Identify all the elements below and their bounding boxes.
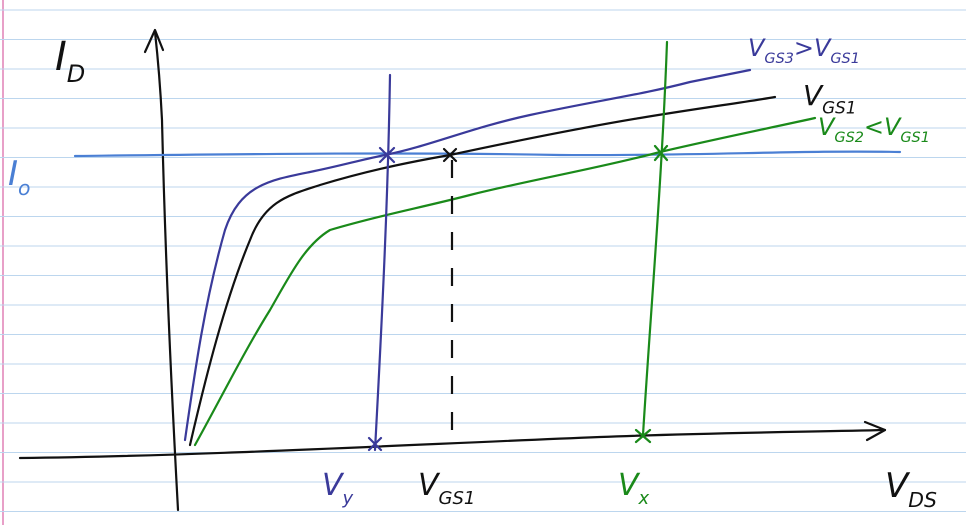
label-vx: Vx bbox=[618, 468, 650, 509]
label-text: I bbox=[8, 154, 18, 194]
label-vy: Vy bbox=[322, 468, 354, 509]
x-axis bbox=[20, 430, 885, 458]
label-subscript: D bbox=[67, 60, 85, 88]
label-vgs3: VGS3>VGS1 bbox=[748, 34, 860, 67]
label-text: V bbox=[748, 34, 766, 62]
label-id: ID bbox=[55, 34, 85, 88]
label-text: V bbox=[885, 466, 911, 506]
label-vgs2: VGS2<VGS1 bbox=[818, 113, 930, 146]
y-arrow bbox=[145, 30, 163, 52]
curve-vgs1 bbox=[190, 97, 775, 445]
label-subscript: o bbox=[18, 176, 30, 200]
label-subscript: GS1 bbox=[830, 51, 859, 67]
label-subscript: GS1 bbox=[439, 488, 476, 509]
label-io: Io bbox=[8, 154, 31, 200]
curve-vgs3 bbox=[185, 70, 750, 440]
label-text: I bbox=[55, 34, 67, 80]
label-vgs1x: VGS1 bbox=[418, 468, 475, 509]
label-text: V bbox=[803, 79, 824, 112]
curve-vgs2 bbox=[195, 118, 815, 445]
label-subscript: GS3 bbox=[764, 51, 793, 67]
y-axis bbox=[155, 32, 178, 510]
label-text: V bbox=[818, 113, 836, 141]
label-vds: VDS bbox=[885, 466, 937, 512]
label-text: <V bbox=[864, 113, 902, 141]
label-subscript: x bbox=[638, 488, 650, 509]
label-text: >V bbox=[794, 34, 832, 62]
label-subscript: GS1 bbox=[900, 130, 929, 146]
label-vgs1: VGS1 bbox=[803, 79, 857, 117]
io-line bbox=[75, 152, 900, 156]
label-subscript: GS2 bbox=[834, 130, 863, 146]
label-subscript: y bbox=[342, 488, 354, 509]
vx-line bbox=[643, 42, 667, 435]
label-subscript: DS bbox=[908, 488, 937, 512]
diagram: IDIoVGS3>VGS1VGS1VGS2<VGS1VyVGS1VxVDS bbox=[0, 0, 966, 525]
